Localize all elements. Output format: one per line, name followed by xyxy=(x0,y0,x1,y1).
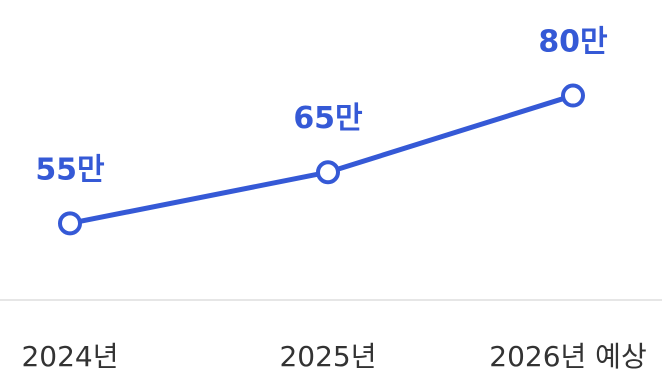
data-label: 80만 xyxy=(538,25,608,60)
data-point-marker xyxy=(58,211,82,236)
x-tick-label: 2026년 예상 xyxy=(489,340,646,371)
x-tick-label: 2024년 xyxy=(21,340,118,371)
x-tick-label: 2025년 xyxy=(279,340,376,371)
data-point-marker xyxy=(561,83,585,108)
data-label: 65만 xyxy=(293,101,363,136)
data-label: 55만 xyxy=(35,152,105,187)
data-point-marker xyxy=(316,160,340,185)
